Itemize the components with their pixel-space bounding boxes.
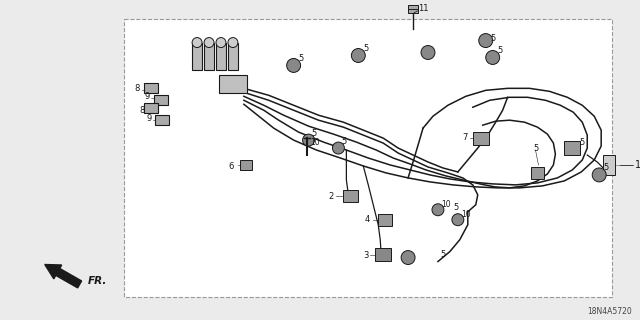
Bar	[564, 141, 580, 155]
Bar	[408, 5, 418, 13]
Bar	[145, 103, 158, 113]
Bar	[204, 43, 214, 70]
Bar	[473, 132, 489, 145]
Text: 9: 9	[144, 92, 149, 101]
Bar	[154, 95, 168, 105]
Circle shape	[204, 37, 214, 48]
Text: 10: 10	[310, 138, 320, 147]
Bar	[219, 76, 247, 93]
Bar	[156, 115, 169, 125]
Circle shape	[479, 34, 493, 48]
Text: 8: 8	[139, 106, 145, 115]
Text: 1: 1	[635, 160, 640, 170]
Text: 5: 5	[579, 138, 584, 147]
Bar	[145, 83, 158, 93]
Bar	[124, 19, 612, 297]
Bar	[531, 167, 545, 179]
Text: 5: 5	[453, 203, 458, 212]
Circle shape	[192, 37, 202, 48]
Bar	[240, 160, 252, 170]
Text: 5: 5	[299, 54, 304, 63]
Text: 5: 5	[341, 137, 347, 146]
Bar	[375, 248, 391, 261]
Text: 5: 5	[603, 164, 609, 172]
Circle shape	[228, 37, 238, 48]
Text: 5: 5	[498, 46, 503, 55]
Text: FR.: FR.	[88, 276, 107, 286]
Text: 5: 5	[312, 129, 317, 138]
Text: 3: 3	[363, 251, 368, 260]
Bar	[343, 190, 358, 202]
FancyArrow shape	[45, 265, 82, 288]
Circle shape	[332, 142, 344, 154]
Bar	[378, 214, 392, 226]
Circle shape	[592, 168, 606, 182]
Circle shape	[421, 45, 435, 60]
Text: 6: 6	[228, 163, 234, 172]
Text: 7: 7	[463, 132, 468, 142]
Circle shape	[401, 251, 415, 265]
Circle shape	[303, 134, 314, 146]
Circle shape	[287, 59, 301, 72]
Text: 5: 5	[534, 144, 539, 153]
Text: 5: 5	[364, 44, 369, 53]
Text: 2: 2	[328, 192, 333, 201]
Text: 11: 11	[418, 4, 429, 13]
Text: 18N4A5720: 18N4A5720	[588, 307, 632, 316]
Text: 10: 10	[461, 210, 470, 219]
Text: 5: 5	[491, 34, 496, 43]
Circle shape	[486, 51, 500, 64]
Text: 5: 5	[440, 250, 445, 259]
Circle shape	[452, 214, 464, 226]
Text: 4: 4	[365, 215, 371, 224]
Bar	[192, 43, 202, 70]
Circle shape	[432, 204, 444, 216]
Text: 10: 10	[441, 200, 451, 209]
Text: 8: 8	[134, 84, 140, 93]
Circle shape	[351, 49, 365, 62]
Circle shape	[216, 37, 226, 48]
Bar	[228, 43, 238, 70]
Bar	[603, 155, 615, 175]
Text: 9: 9	[146, 114, 151, 123]
Bar	[216, 43, 226, 70]
